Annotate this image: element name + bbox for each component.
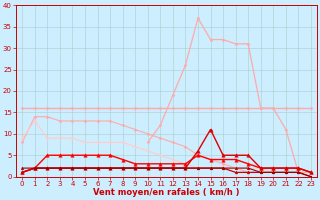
X-axis label: Vent moyen/en rafales ( km/h ): Vent moyen/en rafales ( km/h )	[93, 188, 240, 197]
